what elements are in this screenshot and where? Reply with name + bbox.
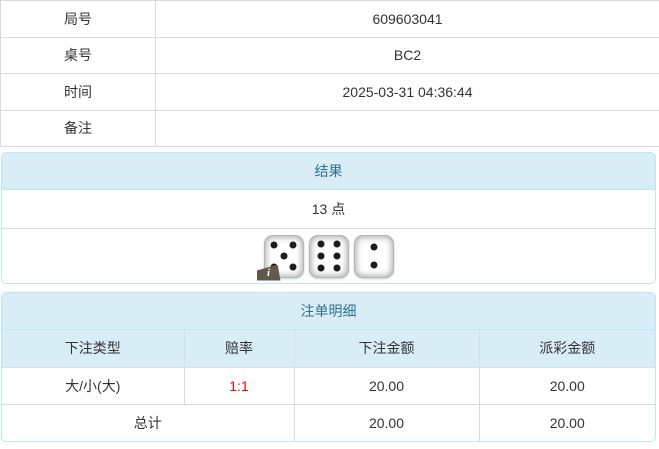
odds-cell: 1:1 [183, 366, 295, 405]
die-pip [333, 240, 340, 248]
die-pip [317, 252, 324, 260]
time-label: 时间 [0, 73, 156, 111]
table-row-table-id: 桌号 BC2 [0, 36, 659, 74]
result-points: 13 点 [2, 190, 655, 229]
total-label: 总计 [2, 403, 295, 441]
bet-amount-cell: 20.00 [293, 366, 480, 405]
die-pip [317, 240, 324, 248]
die-pip [333, 252, 340, 260]
bet-type-cell: 大/小(大) [2, 366, 185, 405]
time-value: 2025-03-31 04:36:44 [155, 73, 659, 111]
col-header-bet-type: 下注类型 [2, 330, 185, 368]
die-pip [333, 264, 340, 272]
round-id-value: 609603041 [155, 0, 659, 38]
die-pip [317, 264, 324, 272]
bets-header-row: 下注类型 赔率 下注金额 派彩金额 [2, 330, 655, 368]
result-panel-title: 结果 [2, 153, 655, 190]
die-pip [270, 241, 278, 249]
bets-panel: 注单明细 下注类型 赔率 下注金额 派彩金额 大/小(大) 1:1 20.00 … [1, 292, 656, 442]
table-id-label: 桌号 [0, 36, 156, 74]
table-row-total: 总计 20.00 20.00 [2, 403, 655, 441]
col-header-bet-amount: 下注金额 [293, 330, 480, 368]
col-header-payout-amount: 派彩金额 [478, 330, 655, 368]
table-id-value: BC2 [155, 36, 659, 74]
die-2 [353, 234, 394, 278]
info-icon[interactable]: i [256, 264, 281, 281]
table-row-time: 时间 2025-03-31 04:36:44 [0, 73, 659, 111]
table-row-round-id: 局号 609603041 [0, 0, 659, 38]
col-header-odds: 赔率 [183, 330, 295, 368]
result-panel: 结果 13 点 i [1, 152, 656, 284]
remark-label: 备注 [0, 109, 156, 147]
game-info-table: 局号 609603041 桌号 BC2 时间 2025-03-31 04:36:… [0, 0, 659, 147]
total-payout-amount: 20.00 [478, 403, 655, 441]
table-row-bet: 大/小(大) 1:1 20.00 20.00 [2, 366, 655, 405]
table-row-remark: 备注 [0, 109, 659, 147]
total-bet-amount: 20.00 [293, 403, 480, 441]
round-id-label: 局号 [0, 0, 156, 38]
die-5: i [256, 234, 304, 281]
bets-panel-title: 注单明细 [2, 293, 655, 330]
payout-amount-cell: 20.00 [478, 366, 655, 405]
dice-group: i [2, 229, 655, 283]
die-pip [370, 243, 377, 251]
remark-value [155, 109, 659, 147]
die-pip [289, 241, 297, 249]
die-pip [370, 261, 377, 269]
bets-table: 下注类型 赔率 下注金额 派彩金额 大/小(大) 1:1 20.00 20.00… [2, 330, 655, 441]
die-pip [280, 252, 287, 260]
die-pip [289, 263, 297, 271]
die-6 [308, 234, 349, 278]
